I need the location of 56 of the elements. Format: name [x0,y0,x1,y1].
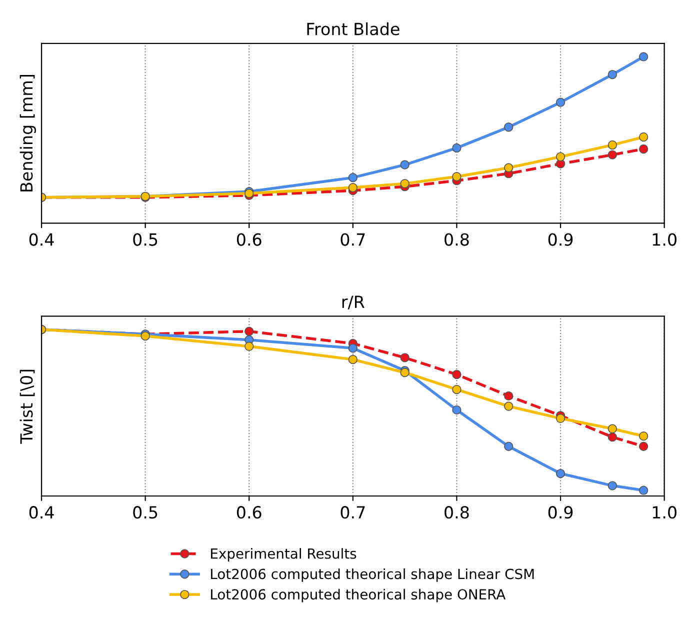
x-tick-label: 0.6 [236,233,262,246]
point [348,182,358,192]
point [608,432,618,442]
point [244,342,254,351]
point [400,178,410,188]
legend-label: Lot2006 computed theorical shape Linear CSM [211,568,534,582]
point [452,405,462,415]
point [638,442,648,451]
point [638,486,648,495]
point [556,98,566,107]
point [556,414,566,424]
point [504,122,514,132]
chart-title: r/R [342,296,364,310]
y-axis-title: Twist [\0] [20,370,35,444]
point [556,468,566,478]
point [608,140,618,150]
x-tick-label: 0.9 [548,233,573,246]
x-tick-label: 0.7 [340,233,365,246]
point [452,384,462,394]
point [608,481,618,490]
point [504,402,514,411]
point [348,344,358,353]
legend-label: Experimental Results [211,548,356,562]
point [608,150,618,160]
x-tick-label: 0.8 [444,506,469,519]
point [244,326,254,336]
x-tick-label: 0.7 [340,506,365,519]
x-tick-label: 0.5 [133,506,158,519]
point [556,152,566,162]
chart-title: Front Blade [307,22,400,36]
x-tick-label: 0.6 [236,506,262,519]
point [452,143,462,153]
point [504,391,514,401]
point [504,163,514,172]
x-tick-label: 0.5 [133,233,158,246]
point [638,431,648,441]
x-tick-label: 0.4 [29,233,54,246]
point [452,370,462,380]
point [638,52,648,62]
point [452,172,462,182]
point [348,354,358,364]
x-tick-label: 0.4 [29,506,54,519]
point [638,144,648,154]
point [504,442,514,451]
x-tick-label: 1.0 [652,233,676,246]
x-tick-label: 1.0 [652,506,676,519]
point [348,173,358,182]
point [638,132,648,142]
x-tick-label: 0.9 [548,506,573,519]
point [608,424,618,434]
point [400,353,410,362]
y-axis-title: Bending [mm] [20,75,36,192]
x-tick-label: 0.8 [444,233,469,246]
point [400,160,410,170]
point [608,70,618,80]
legend-label: Lot2006 computed theorical shape ONERA [211,588,506,602]
